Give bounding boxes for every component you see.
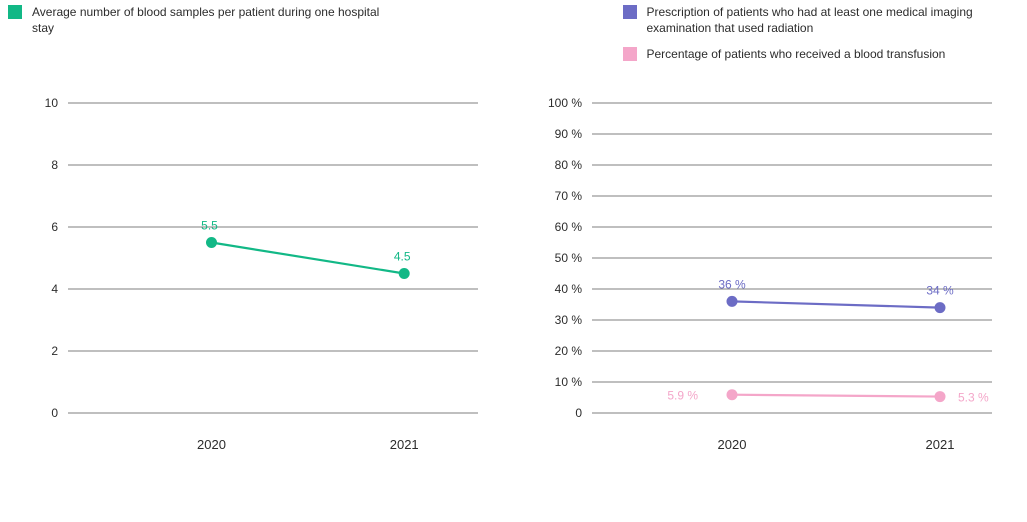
x-tick-label: 2021 [390,437,419,452]
series-line-imaging-radiation [732,301,940,307]
y-tick-label: 70 % [554,189,582,203]
x-tick-label: 2020 [717,437,746,452]
series-value-label-blood-samples: 4.5 [394,249,411,263]
series-marker-imaging-radiation [934,302,945,313]
y-tick-label: 40 % [554,282,582,296]
x-tick-label: 2021 [925,437,954,452]
y-tick-label: 80 % [554,158,582,172]
y-tick-label: 0 [575,406,582,420]
legend-item-right-0: Prescription of patients who had at leas… [623,4,1020,36]
legend-label: Prescription of patients who had at leas… [647,4,1020,36]
series-marker-blood-samples [206,237,217,248]
chart-percentages: 0 10 % 20 % 30 % 40 % 50 % 60 % 70 % 80 % 90 % 100… [514,63,1020,522]
x-tick-label: 2020 [197,437,226,452]
y-tick-label: 8 [51,158,58,172]
series-value-label-imaging-radiation: 36 % [718,277,746,291]
legend-left-col: Average number of blood samples per pati… [8,4,383,63]
legend-label: Percentage of patients who received a bl… [647,46,946,62]
series-marker-blood-transfusion [934,391,945,402]
legend-area: Average number of blood samples per pati… [0,0,1027,63]
series-marker-blood-samples [399,268,410,279]
series-value-label-imaging-radiation: 34 % [926,283,954,297]
y-tick-label: 10 [45,96,59,110]
chart_left-svg: 0 2 4 6 8 10 5.5 4.5 2020 2021 [8,63,508,483]
series-line-blood-samples [212,242,405,273]
y-tick-label: 0 [51,406,58,420]
y-tick-label: 2 [51,344,58,358]
chart_right-svg: 0 10 % 20 % 30 % 40 % 50 % 60 % 70 % 80 % 90 % 100… [514,63,1014,483]
y-tick-label: 30 % [554,313,582,327]
series-value-label-blood-transfusion: 5.9 % [667,388,698,402]
y-tick-label: 90 % [554,127,582,141]
series-line-blood-transfusion [732,394,940,396]
y-tick-label: 4 [51,282,58,296]
legend-item-left-0: Average number of blood samples per pati… [8,4,383,36]
y-tick-label: 10 % [554,375,582,389]
y-tick-label: 6 [51,220,58,234]
series-marker-blood-transfusion [726,389,737,400]
legend-swatch [623,47,637,61]
chart-blood-samples: 0 2 4 6 8 10 5.5 4.5 2020 2021 [8,63,514,522]
legend-label: Average number of blood samples per pati… [32,4,383,36]
legend-item-right-1: Percentage of patients who received a bl… [623,46,1020,62]
y-tick-label: 100 % [547,96,581,110]
legend-swatch [8,5,22,19]
y-tick-label: 60 % [554,220,582,234]
series-marker-imaging-radiation [726,295,737,306]
y-tick-label: 20 % [554,344,582,358]
y-tick-label: 50 % [554,251,582,265]
legend-right-col: Prescription of patients who had at leas… [623,4,1020,63]
legend-swatch [623,5,637,19]
series-value-label-blood-transfusion: 5.3 % [958,390,989,404]
series-value-label-blood-samples: 5.5 [201,218,218,232]
